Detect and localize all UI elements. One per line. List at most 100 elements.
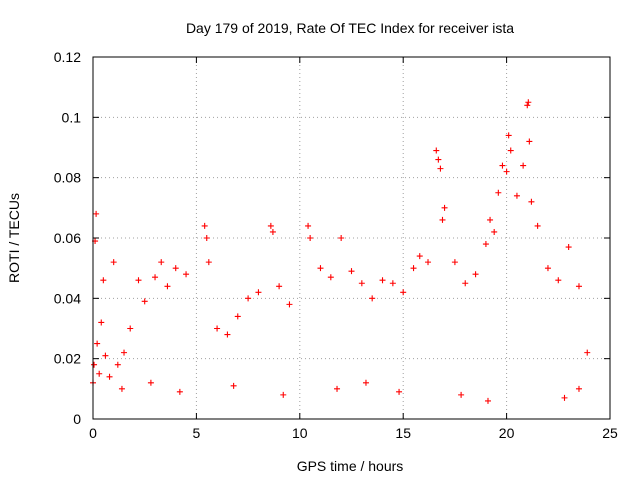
data-point (276, 283, 283, 290)
data-point (203, 235, 210, 241)
data-point (348, 268, 355, 275)
data-point (118, 385, 125, 392)
y-tick-labels: 0 0.02 0.04 0.06 0.08 0.1 0.12 (54, 49, 81, 427)
data-point (152, 274, 159, 281)
data-point (114, 361, 121, 368)
data-point (121, 349, 128, 356)
data-point (255, 289, 262, 296)
data-point (441, 204, 448, 211)
data-point (327, 274, 334, 281)
y-tick-label: 0 (73, 411, 81, 427)
data-point (425, 259, 432, 266)
data-point (334, 385, 341, 392)
data-point (555, 277, 562, 284)
data-point (575, 283, 582, 290)
data-point (503, 168, 510, 175)
data-point (389, 280, 396, 287)
data-point (525, 99, 532, 106)
data-point (307, 235, 314, 241)
data-point (230, 382, 237, 389)
y-tick-label: 0.04 (54, 290, 81, 306)
y-tick-label: 0.02 (54, 351, 81, 367)
data-point (91, 361, 98, 368)
data-point (472, 271, 479, 278)
data-point (458, 391, 465, 398)
x-tick-labels: 0 5 10 15 20 25 (89, 425, 618, 441)
data-point (158, 259, 165, 266)
data-point (141, 298, 148, 305)
y-tick-label: 0.06 (54, 230, 81, 246)
data-point (362, 379, 369, 386)
data-point (98, 319, 105, 326)
data-point (267, 222, 274, 229)
data-point (94, 340, 101, 347)
y-tick-label: 0.08 (54, 170, 81, 186)
data-point (305, 222, 312, 229)
data-point (482, 241, 489, 248)
data-point (176, 388, 183, 395)
data-point (439, 216, 446, 223)
data-point (183, 271, 190, 278)
data-point (437, 165, 444, 172)
data-point (495, 189, 502, 196)
data-points (90, 99, 591, 404)
data-point (269, 228, 276, 235)
data-point (520, 162, 527, 169)
data-point (433, 147, 440, 154)
data-point (565, 244, 572, 251)
data-point (544, 265, 551, 272)
axis-ticks (92, 56, 611, 420)
data-point (110, 259, 117, 266)
data-point (528, 198, 535, 205)
x-tick-label: 20 (499, 425, 515, 441)
grid-lines (93, 57, 610, 419)
data-point (147, 379, 154, 386)
data-point (505, 132, 512, 139)
data-point (224, 331, 231, 338)
data-point (245, 295, 252, 302)
data-point (416, 253, 423, 260)
data-point (164, 283, 171, 290)
data-point (484, 397, 491, 404)
data-point (135, 277, 142, 284)
data-point (172, 265, 179, 272)
data-point (400, 289, 407, 296)
data-point (102, 352, 109, 359)
data-point (526, 138, 533, 145)
data-point (358, 280, 365, 287)
data-point (369, 295, 376, 302)
data-point (513, 192, 520, 199)
data-point (286, 301, 293, 308)
data-point (106, 373, 113, 380)
data-point (93, 210, 100, 217)
y-tick-label: 0.12 (54, 49, 81, 65)
x-tick-label: 15 (395, 425, 411, 441)
x-tick-label: 0 (89, 425, 97, 441)
data-point (234, 313, 241, 320)
data-point (396, 388, 403, 395)
data-point (100, 277, 107, 284)
x-tick-label: 5 (193, 425, 201, 441)
data-point (561, 394, 568, 401)
data-point (96, 370, 103, 377)
data-point (462, 280, 469, 287)
data-point (491, 228, 498, 235)
data-point (317, 265, 324, 272)
data-point (451, 259, 458, 266)
x-tick-label: 25 (602, 425, 618, 441)
data-point (435, 156, 442, 163)
y-tick-label: 0.1 (62, 109, 82, 125)
data-point (205, 259, 212, 266)
y-axis-label: ROTI / TECUs (6, 193, 22, 283)
data-point (575, 385, 582, 392)
data-point (127, 325, 134, 332)
x-axis-label: GPS time / hours (297, 458, 404, 474)
data-point (410, 265, 417, 272)
data-point (379, 277, 386, 284)
chart-title: Day 179 of 2019, Rate Of TEC Index for r… (186, 20, 514, 36)
data-point (338, 235, 345, 241)
data-point (214, 325, 221, 332)
data-point (524, 102, 531, 109)
